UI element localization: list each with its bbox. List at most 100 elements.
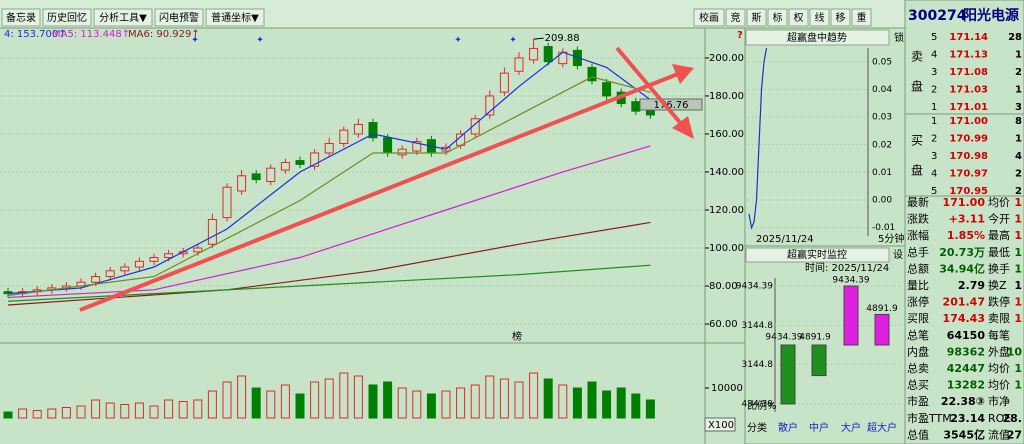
toolbar-button-label[interactable]: 线 xyxy=(815,11,825,24)
quantity: 2 xyxy=(1015,169,1022,180)
stat-value: 1 xyxy=(1014,196,1022,209)
toolbar-button[interactable] xyxy=(788,8,809,27)
stat-label: 总买 xyxy=(907,378,929,392)
toolbar-button-label[interactable]: 普通坐标▼ xyxy=(211,11,259,24)
quantity: 2 xyxy=(1015,186,1022,197)
volume-bar xyxy=(222,381,232,419)
toolbar-button[interactable] xyxy=(154,8,204,27)
toolbar-button[interactable] xyxy=(205,8,265,27)
stat-value: 171.00 xyxy=(943,196,986,209)
stat-label: 每笔 xyxy=(988,328,1010,342)
toolbar-button[interactable] xyxy=(1,8,41,27)
toolbar-button[interactable] xyxy=(725,8,746,27)
stat-value: 13282 xyxy=(947,379,985,392)
stat-label: 涨跌 xyxy=(907,212,929,226)
level: 4 xyxy=(931,169,937,180)
volume-bar xyxy=(3,411,13,419)
stat-value: 42447 xyxy=(947,362,985,375)
event-marker: ✦ xyxy=(256,36,264,46)
toolbar-button-label[interactable]: 移 xyxy=(836,11,846,24)
stat-label: 涨幅 xyxy=(907,229,929,242)
stat-value: 2.79 xyxy=(958,279,985,292)
x-tick-label: 散户 xyxy=(778,421,798,434)
candle-body xyxy=(353,123,363,135)
volume-bar xyxy=(310,381,320,419)
toolbar-button[interactable] xyxy=(851,8,872,27)
y-tick-label: 9434.39 xyxy=(736,282,773,292)
stat-value: 1 xyxy=(1014,246,1022,259)
volume-bar xyxy=(280,384,290,419)
stat-label: 最高 xyxy=(988,228,1010,242)
toolbar-button[interactable] xyxy=(809,8,830,27)
toolbar-button-label[interactable]: 备忘录 xyxy=(6,11,36,24)
bar xyxy=(874,313,890,346)
toolbar-button-label[interactable]: 分析工具▼ xyxy=(99,11,147,24)
toolbar-button-label[interactable]: 历史回忆 xyxy=(47,11,87,24)
toolbar-button[interactable] xyxy=(767,8,788,27)
toolbar-button[interactable] xyxy=(93,8,153,27)
price: 170.95 xyxy=(949,186,988,197)
volume-bar xyxy=(149,405,159,419)
stat-label: 市盈TTM xyxy=(907,411,952,425)
panel-button[interactable]: 设 xyxy=(893,249,903,261)
toolbar-button-label[interactable]: 标 xyxy=(773,12,783,24)
y-tick-label: 60.00 xyxy=(709,319,738,330)
panel-subtitle: 时间: 2025/11/24 xyxy=(805,261,889,274)
arrow-head xyxy=(672,64,694,84)
toolbar-button-label[interactable]: 重 xyxy=(857,11,867,24)
stat-label: 总笔 xyxy=(907,328,929,342)
help-icon[interactable]: ? xyxy=(737,30,743,41)
volume-bar xyxy=(529,372,539,419)
volume-bar xyxy=(134,402,144,419)
volume-bar xyxy=(61,406,71,419)
stat-label: 涨停 xyxy=(907,295,929,309)
event-marker: ✦ xyxy=(454,36,462,46)
y-tick-label: -0.01 xyxy=(872,223,895,233)
stat-label: 市盈 xyxy=(907,394,929,408)
candle-body xyxy=(207,218,217,245)
y-tick-label: 80.00 xyxy=(709,281,738,292)
stat-value: 1 xyxy=(1014,379,1022,392)
panel-button[interactable]: 锁 xyxy=(894,31,904,44)
trend-arrows xyxy=(79,46,694,312)
y-tick-label: 3144.8 xyxy=(742,360,774,370)
y-tick-label: 434.39 xyxy=(742,399,774,409)
toolbar-button[interactable] xyxy=(42,8,92,27)
x-axis-label: 分类 xyxy=(747,421,767,434)
toolbar-button-label[interactable]: 权 xyxy=(794,11,804,24)
stat-value: 1.85% xyxy=(947,229,985,242)
value-label: 4891.9 xyxy=(799,333,831,343)
ma-legend: 4: 153.700↑ xyxy=(4,29,67,40)
stat-value: 10 xyxy=(1007,345,1023,358)
toolbar-button-label[interactable]: 竞 xyxy=(731,11,741,24)
toolbar-button-label[interactable]: 斯 xyxy=(752,11,762,24)
toolbar-button[interactable] xyxy=(693,8,725,27)
arrow-head xyxy=(672,116,694,139)
volume-bar xyxy=(616,387,626,419)
toolbar-button[interactable] xyxy=(830,8,851,27)
stat-label: 跌停 xyxy=(988,295,1010,309)
level: 3 xyxy=(931,67,937,78)
stock-code: 300274 xyxy=(908,8,967,24)
toolbar-button-label[interactable]: 闪电预警 xyxy=(159,11,199,24)
stat-value: 20.73万 xyxy=(939,246,985,259)
stat-value: 3545亿 xyxy=(943,427,985,441)
quantity: 4 xyxy=(1015,151,1022,162)
toolbar-button[interactable] xyxy=(746,8,767,27)
toolbar-button-label[interactable]: 校画 xyxy=(699,11,719,24)
volume-bar xyxy=(178,400,188,419)
volume-bar xyxy=(353,375,363,419)
stat-value: 98362 xyxy=(947,345,985,358)
volume-bar xyxy=(18,408,28,419)
volume-bar xyxy=(251,387,261,419)
panel-title: 超赢实时监控 xyxy=(787,248,847,261)
y-tick-label: 140.00 xyxy=(709,167,744,178)
price: 170.99 xyxy=(949,134,988,145)
stat-value: 1 xyxy=(1014,279,1022,292)
volume-bar xyxy=(91,399,101,419)
candle-body xyxy=(251,173,261,181)
chart-layer: 备忘录 历史回忆 分析工具▼ 闪电预警 普通坐标▼ 校画竞斯标权线移重 4: 153.700… xyxy=(0,7,1024,441)
stat-label: 换手 xyxy=(988,261,1010,275)
volume-bar xyxy=(47,408,57,419)
